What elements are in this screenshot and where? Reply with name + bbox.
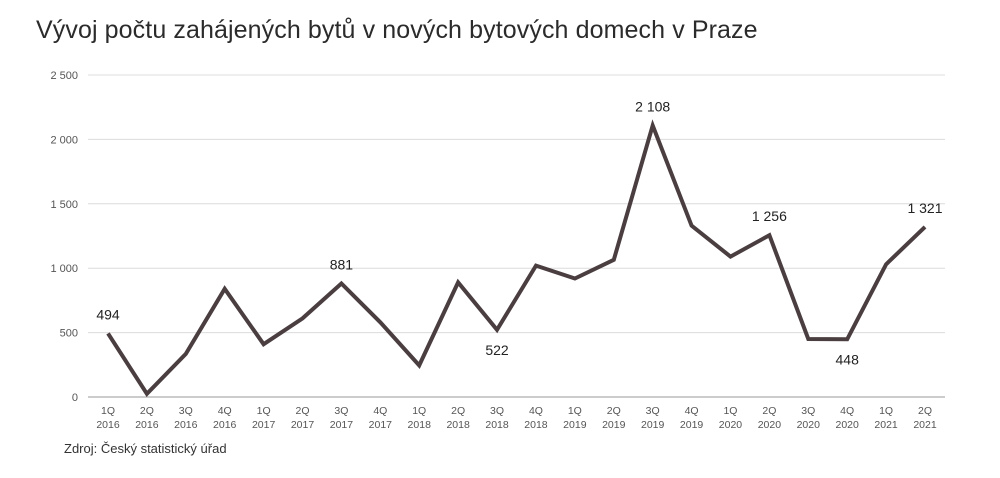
x-tick-label-quarter: 4Q [685, 405, 699, 417]
x-tick-label-quarter: 3Q [490, 405, 504, 417]
x-tick-label-quarter: 4Q [529, 405, 543, 417]
x-tick-label-year: 2019 [680, 419, 704, 431]
data-label: 1 321 [907, 200, 942, 216]
x-tick-label-year: 2017 [330, 419, 354, 431]
x-tick-label-year: 2016 [174, 419, 198, 431]
series [106, 119, 927, 397]
x-tick-label-year: 2018 [524, 419, 548, 431]
x-tick-label-quarter: 4Q [840, 405, 854, 417]
x-tick-label-year: 2016 [213, 419, 237, 431]
x-tick-label-quarter: 2Q [762, 405, 776, 417]
x-tick-label-quarter: 1Q [412, 405, 426, 417]
y-tick-label: 1 500 [50, 199, 78, 211]
data-label: 494 [96, 306, 120, 322]
x-tick-label-quarter: 1Q [257, 405, 271, 417]
x-tick-label-year: 2017 [252, 419, 276, 431]
x-tick-label-year: 2018 [485, 419, 509, 431]
x-tick-label-year: 2017 [369, 419, 393, 431]
x-tick-label-quarter: 2Q [296, 405, 310, 417]
x-tick-label-year: 2020 [797, 419, 821, 431]
x-tick-label-year: 2018 [408, 419, 432, 431]
x-tick-label-quarter: 2Q [140, 405, 154, 417]
chart-title: Vývoj počtu zahájených bytů v nových byt… [36, 16, 758, 44]
y-tick-label: 2 000 [50, 134, 78, 146]
x-tick-label-quarter: 4Q [373, 405, 387, 417]
x-tick-label-year: 2019 [602, 419, 626, 431]
x-tick-label-quarter: 1Q [879, 405, 893, 417]
x-tick-label-quarter: 1Q [568, 405, 582, 417]
x-tick-label-year: 2016 [135, 419, 159, 431]
series-line [106, 119, 927, 397]
x-tick-label-year: 2019 [563, 419, 587, 431]
x-tick-label-year: 2018 [446, 419, 470, 431]
y-tick-label: 500 [60, 328, 78, 340]
data-label: 448 [836, 351, 860, 367]
x-tick-label-year: 2021 [874, 419, 898, 431]
data-labels: 494 881 522 2 108 1 256 448 1 321 [96, 98, 942, 367]
x-tick-label-quarter: 2Q [607, 405, 621, 417]
data-label: 881 [330, 257, 354, 273]
data-label: 1 256 [752, 208, 787, 224]
x-tick-label-quarter: 3Q [179, 405, 193, 417]
data-label: 2 108 [635, 98, 670, 114]
x-tick-label-year: 2020 [758, 419, 782, 431]
x-tick-label-year: 2019 [641, 419, 665, 431]
gridlines [88, 74, 945, 398]
x-tick-label-quarter: 3Q [646, 405, 660, 417]
y-axis: 0 500 1 000 1 500 2 000 2 500 [50, 70, 78, 404]
x-tick-label-quarter: 2Q [451, 405, 465, 417]
x-tick-label-year: 2016 [96, 419, 120, 431]
x-tick-label-quarter: 4Q [218, 405, 232, 417]
x-tick-label-year: 2021 [913, 419, 937, 431]
x-tick-label-quarter: 1Q [723, 405, 737, 417]
y-tick-label: 2 500 [50, 70, 78, 82]
source-note: Zdroj: Český statistický úřad [64, 441, 227, 456]
x-tick-label-year: 2017 [291, 419, 315, 431]
y-tick-label: 0 [72, 392, 78, 404]
x-tick-label-quarter: 1Q [101, 405, 115, 417]
x-tick-label-quarter: 3Q [801, 405, 815, 417]
x-tick-label-quarter: 3Q [334, 405, 348, 417]
x-axis: 1Q 2016 2Q 2016 3Q 2016 4Q 2016 1Q 2017 2Q 2017 3Q 20… [96, 405, 937, 431]
x-tick-label-year: 2020 [719, 419, 743, 431]
y-tick-label: 1 000 [50, 263, 78, 275]
x-tick-label-quarter: 2Q [918, 405, 932, 417]
x-tick-label-year: 2020 [836, 419, 860, 431]
data-label: 522 [485, 342, 509, 358]
